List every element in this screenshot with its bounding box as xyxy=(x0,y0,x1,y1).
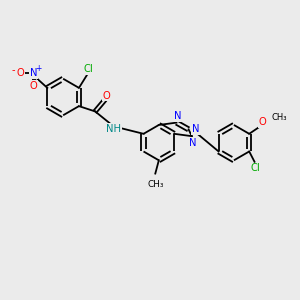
Text: N: N xyxy=(189,138,196,148)
Text: N: N xyxy=(30,68,37,78)
Text: CH₃: CH₃ xyxy=(272,112,287,122)
Text: O: O xyxy=(103,91,110,100)
Text: NH: NH xyxy=(106,124,122,134)
Text: N: N xyxy=(192,124,200,134)
Text: Cl: Cl xyxy=(250,163,260,173)
Text: Cl: Cl xyxy=(84,64,94,74)
Text: O: O xyxy=(17,68,25,78)
Text: O: O xyxy=(30,80,38,91)
Text: N: N xyxy=(174,111,181,121)
Text: O: O xyxy=(259,117,266,127)
Text: CH₃: CH₃ xyxy=(147,180,164,189)
Text: +: + xyxy=(36,64,42,73)
Text: -: - xyxy=(11,65,15,75)
